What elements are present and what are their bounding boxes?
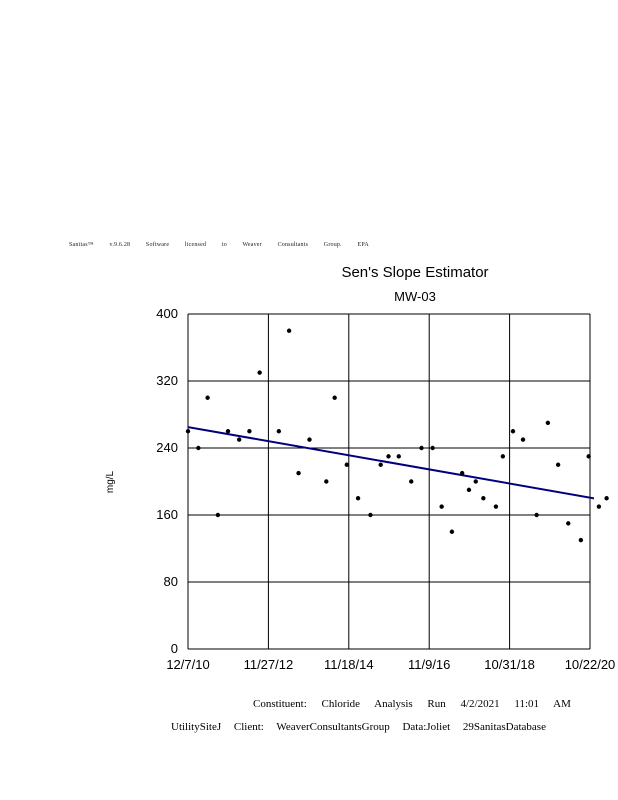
data-point	[276, 429, 282, 434]
data-point	[586, 454, 591, 459]
data-point	[566, 521, 571, 526]
data-point	[481, 496, 486, 501]
data-point	[185, 429, 191, 434]
data-point	[500, 454, 506, 459]
y-tick-label: 240	[156, 440, 178, 455]
x-tick-label: 11/9/16	[408, 657, 450, 672]
data-point	[368, 512, 373, 518]
data-point	[493, 504, 499, 509]
footer-constituent: Constituent: Chloride Analysis Run 4/2/2…	[253, 698, 571, 710]
data-point	[196, 445, 201, 451]
x-tick-label: 11/18/14	[324, 657, 374, 672]
data-point	[332, 395, 337, 400]
data-point	[555, 462, 561, 467]
data-point	[439, 504, 444, 509]
y-tick-label: 0	[171, 641, 178, 656]
data-point	[344, 462, 350, 467]
data-point	[286, 328, 292, 333]
data-point	[386, 454, 391, 459]
data-point	[396, 454, 401, 459]
data-point	[459, 470, 465, 476]
chart-subtitle: MW-03	[394, 289, 436, 304]
x-tick-label: 10/31/18	[484, 657, 535, 672]
data-point	[236, 437, 242, 442]
data-point	[520, 437, 526, 442]
data-point	[604, 496, 609, 501]
y-tick-label: 160	[156, 507, 178, 522]
data-point	[215, 512, 221, 518]
trend-line	[188, 426, 594, 500]
data-point	[596, 504, 602, 509]
data-point	[534, 512, 539, 518]
data-point	[355, 496, 361, 501]
x-tick-label: 12/7/10	[166, 657, 209, 672]
x-tick-label: 10/22/20	[565, 657, 616, 672]
footer-client: UtilitySiteJ Client: WeaverConsultantsGr…	[171, 721, 546, 733]
data-point	[545, 420, 551, 426]
data-point	[296, 470, 301, 476]
data-point	[466, 487, 472, 493]
y-tick-label: 400	[156, 306, 178, 321]
data-point	[578, 537, 584, 543]
y-tick-label: 320	[156, 373, 178, 388]
data-point	[247, 429, 252, 434]
data-point	[473, 479, 478, 484]
x-tick-label: 11/27/12	[244, 657, 294, 672]
data-point	[307, 437, 312, 442]
data-point	[324, 479, 329, 484]
data-point	[449, 529, 455, 534]
data-point	[430, 445, 435, 451]
data-point	[378, 462, 383, 467]
chart-title: Sen's Slope Estimator	[341, 264, 489, 281]
data-point	[225, 429, 231, 434]
license-text: Sanitas™ v.9.6.28 Software licensed to W…	[69, 242, 369, 248]
data-point	[257, 370, 262, 375]
data-point	[205, 395, 210, 400]
y-tick-label: 80	[164, 574, 178, 589]
data-point	[510, 429, 516, 434]
data-point	[409, 479, 414, 484]
y-axis-label: mg/L	[105, 470, 116, 493]
data-point	[419, 445, 424, 451]
